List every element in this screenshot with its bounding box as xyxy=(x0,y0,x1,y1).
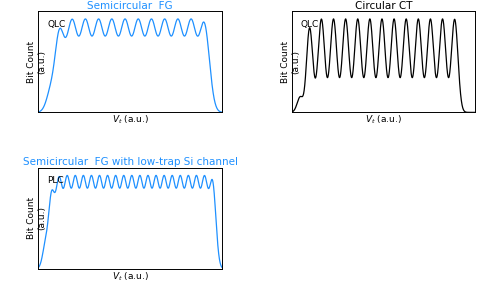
Y-axis label: Bit Count
(a.u.): Bit Count (a.u.) xyxy=(27,197,47,239)
X-axis label: $V_t$ (a.u.): $V_t$ (a.u.) xyxy=(112,114,149,126)
Y-axis label: Bit Count
(a.u.): Bit Count (a.u.) xyxy=(27,41,47,83)
Title: Semicircular  FG with low-trap Si channel: Semicircular FG with low-trap Si channel xyxy=(23,157,238,167)
Title: Semicircular  FG: Semicircular FG xyxy=(87,1,173,11)
Y-axis label: Bit Count
(a.u.): Bit Count (a.u.) xyxy=(281,41,300,83)
X-axis label: $V_t$ (a.u.): $V_t$ (a.u.) xyxy=(365,114,402,126)
Text: PLC: PLC xyxy=(48,176,64,185)
Text: QLC: QLC xyxy=(48,19,66,29)
X-axis label: $V_t$ (a.u.): $V_t$ (a.u.) xyxy=(112,270,149,283)
Text: QLC: QLC xyxy=(301,19,319,29)
Title: Circular CT: Circular CT xyxy=(355,1,412,11)
